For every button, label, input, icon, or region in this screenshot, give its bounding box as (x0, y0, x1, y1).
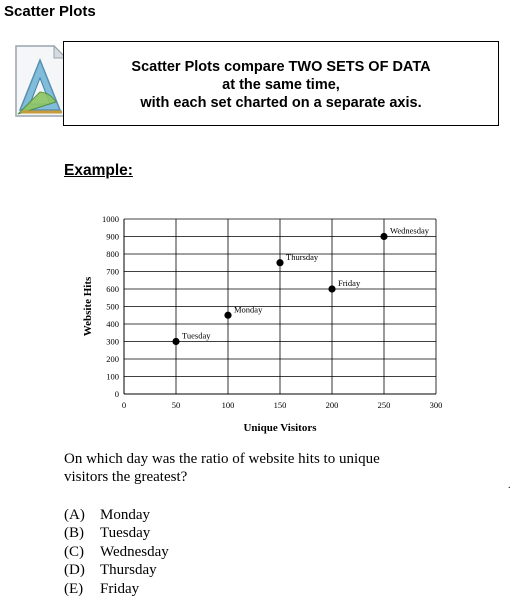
data-point (172, 337, 180, 346)
y-tick-label: 500 (106, 302, 119, 312)
x-axis-label: Unique Visitors (243, 422, 317, 434)
geometry-tools-document-icon (15, 44, 68, 117)
x-tick-label: 150 (274, 400, 287, 410)
x-tick-label: 200 (326, 400, 339, 410)
data-point-label: Monday (234, 304, 263, 314)
choice-letter: (E) (64, 580, 84, 597)
answer-choices: (A) Monday (B) Tuesday (C) Wednesday (D) Thu… (64, 506, 169, 598)
choice-text: Monday (100, 507, 150, 523)
choice-d: (D) Thursday (64, 561, 169, 579)
question-text: On which day was the ratio of website hi… (64, 451, 380, 485)
x-tick-label: 250 (378, 400, 391, 410)
choice-letter: (B) (64, 525, 84, 542)
y-tick-label: 300 (106, 337, 119, 347)
trailing-mark: . (508, 480, 511, 491)
x-tick-label: 300 (430, 400, 443, 410)
callout-line-2: at the same time, (222, 77, 340, 93)
choice-c: (C) Wednesday (64, 543, 169, 561)
y-tick-label: 400 (106, 319, 119, 329)
page-title: Scatter Plots (4, 3, 96, 20)
y-tick-label: 700 (106, 267, 119, 277)
y-tick-label: 100 (106, 372, 119, 382)
y-axis-label: Website Hits (82, 276, 94, 336)
data-point (276, 259, 284, 267)
choice-text: Tuesday (100, 525, 151, 542)
callout-box: Scatter Plots compare TWO SETS OF DATA a… (63, 41, 499, 126)
data-point (380, 232, 388, 241)
data-point-label: Friday (338, 278, 361, 288)
choice-text: Friday (100, 580, 140, 597)
scatter-chart: 0 100 200 300 400 500 600 700 800 900 1000 0 50 100 15… (82, 214, 443, 434)
choice-letter: (A) (64, 507, 85, 523)
x-tick-label: 100 (222, 400, 235, 410)
choice-e: (E) Friday (64, 580, 169, 598)
y-tick-label: 200 (106, 354, 119, 364)
choice-b: (B) Tuesday (64, 524, 169, 542)
x-tick-label: 0 (122, 400, 126, 410)
data-point-label: Tuesday (182, 331, 211, 341)
callout-line-1: Scatter Plots compare TWO SETS OF DATA (131, 59, 431, 75)
choice-a: (A) Monday (64, 506, 169, 524)
data-point-label: Wednesday (390, 226, 430, 236)
y-tick-label: 800 (106, 249, 119, 259)
choice-letter: (D) (64, 562, 85, 579)
data-point (224, 311, 232, 319)
data-point (328, 285, 336, 293)
x-tick-label: 50 (172, 400, 181, 410)
y-tick-label: 0 (115, 389, 119, 399)
choice-letter: (C) (64, 543, 84, 560)
callout-line-3: with each set charted on a separate axis… (140, 95, 422, 111)
y-tick-label: 600 (106, 284, 119, 294)
data-point-label: Thursday (286, 252, 319, 262)
y-tick-label: 900 (106, 232, 119, 242)
choice-text: Thursday (100, 562, 157, 579)
choice-text: Wednesday (100, 543, 169, 560)
y-tick-label: 1000 (102, 214, 119, 224)
example-label: Example: (64, 162, 133, 179)
